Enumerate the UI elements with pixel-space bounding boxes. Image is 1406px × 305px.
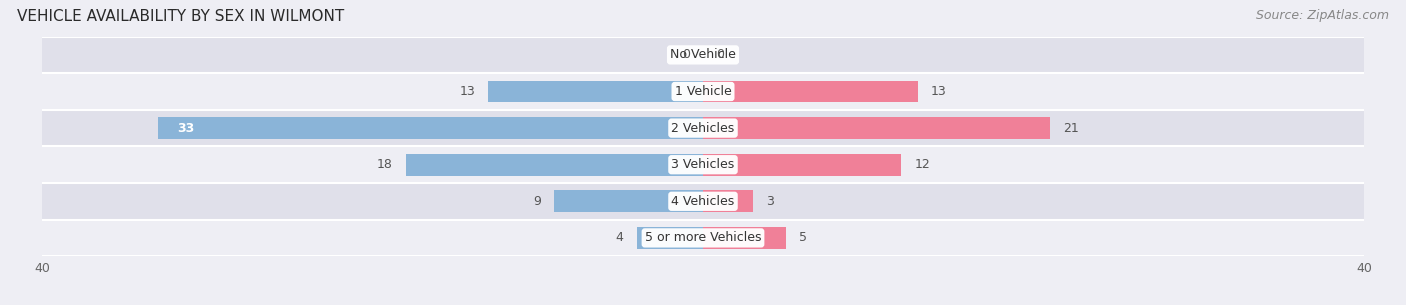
Bar (703, 81, 918, 102)
Text: 3 Vehicles: 3 Vehicles (672, 158, 734, 171)
Text: 13: 13 (931, 85, 946, 98)
Bar (488, 81, 703, 102)
Text: 21: 21 (1063, 122, 1078, 135)
Text: 33: 33 (177, 122, 195, 135)
Bar (703, 190, 752, 212)
Text: 4 Vehicles: 4 Vehicles (672, 195, 734, 208)
Text: 5: 5 (799, 231, 807, 244)
Text: No Vehicle: No Vehicle (671, 48, 735, 61)
Bar (42, 73, 1364, 110)
Text: 4: 4 (616, 231, 624, 244)
Text: 3: 3 (766, 195, 773, 208)
Text: 13: 13 (460, 85, 475, 98)
Text: 2 Vehicles: 2 Vehicles (672, 122, 734, 135)
Text: 9: 9 (533, 195, 541, 208)
Bar (42, 220, 1364, 256)
Bar (405, 154, 703, 176)
Bar (42, 37, 1364, 73)
Text: 5 or more Vehicles: 5 or more Vehicles (645, 231, 761, 244)
Text: 12: 12 (914, 158, 931, 171)
Bar (703, 117, 1050, 139)
Bar (157, 117, 703, 139)
Text: 0: 0 (716, 48, 724, 61)
Text: 1 Vehicle: 1 Vehicle (675, 85, 731, 98)
Text: 18: 18 (377, 158, 392, 171)
Text: Source: ZipAtlas.com: Source: ZipAtlas.com (1256, 9, 1389, 22)
Bar (42, 110, 1364, 146)
Text: 0: 0 (682, 48, 690, 61)
Text: VEHICLE AVAILABILITY BY SEX IN WILMONT: VEHICLE AVAILABILITY BY SEX IN WILMONT (17, 9, 344, 24)
Bar (42, 183, 1364, 220)
Bar (42, 146, 1364, 183)
Bar (703, 227, 786, 249)
Bar (703, 154, 901, 176)
Bar (637, 227, 703, 249)
Bar (554, 190, 703, 212)
